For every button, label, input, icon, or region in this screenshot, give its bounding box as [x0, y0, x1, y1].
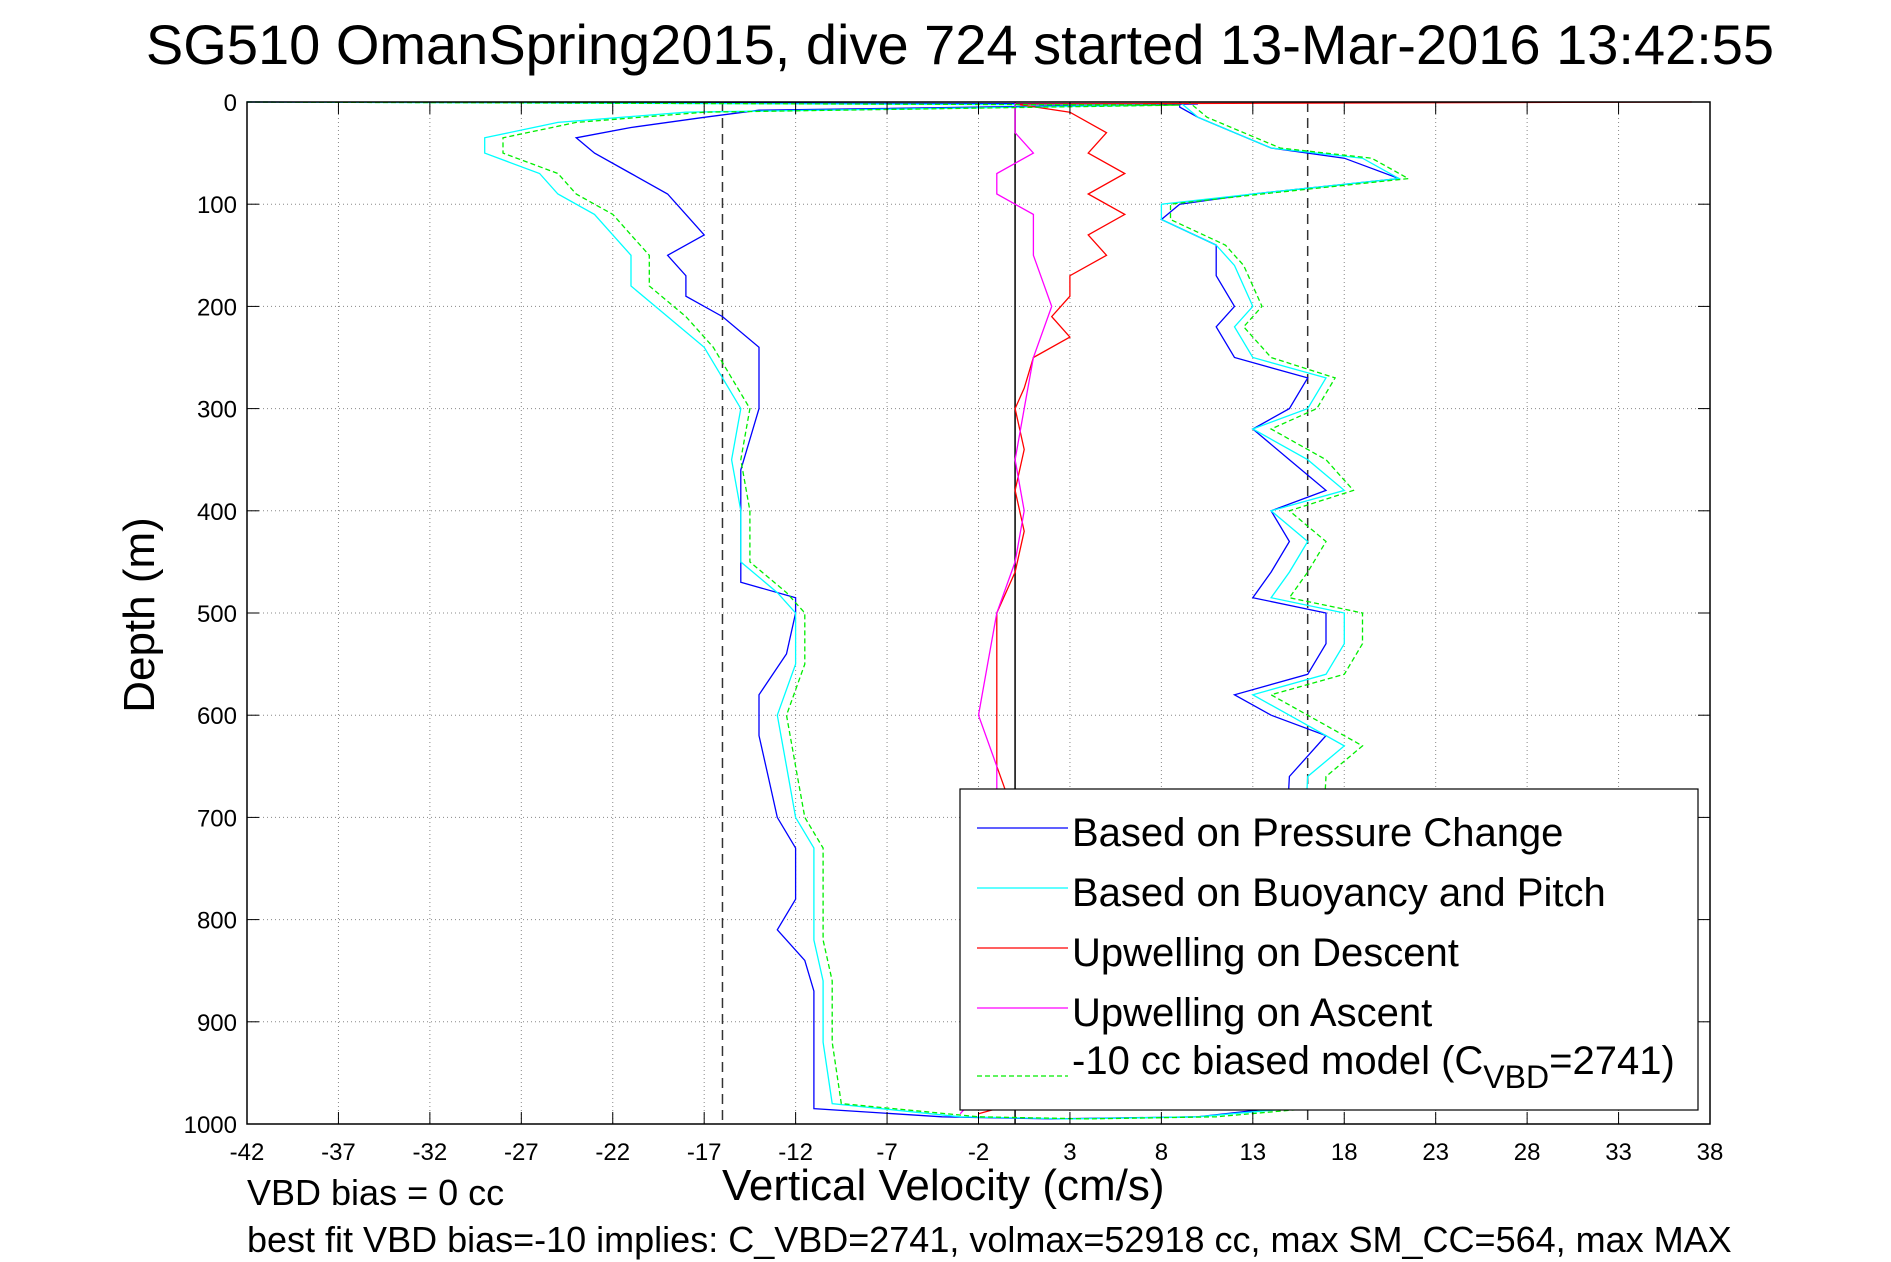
x-tick-label: -22: [595, 1139, 630, 1166]
legend-label-text: -10 cc biased model (C: [1072, 1039, 1483, 1083]
x-tick-label: 3: [1063, 1139, 1076, 1166]
y-tick-label: 400: [197, 499, 237, 526]
y-tick-label: 100: [197, 192, 237, 219]
x-axis: -42 -37 -32 -27 -22 -17 -12 -7 -2 3 8 13 18 23 28 33 38: [230, 102, 1724, 1166]
x-tick-label: -2: [968, 1139, 989, 1166]
legend-label-text: Upwelling on Ascent: [1072, 991, 1432, 1035]
y-tick-label: 700: [197, 805, 237, 832]
x-tick-label: -27: [504, 1139, 539, 1166]
vbd-bias-note: VBD bias = 0 cc: [247, 1172, 504, 1213]
legend-label: -10 cc biased model (CVBD=2741): [1072, 1039, 1675, 1095]
series-line-upwelling-on-descent: [978, 101, 1692, 1115]
series-line-based-on-pressure-change: [246, 101, 1400, 1120]
x-axis-label: Vertical Velocity (cm/s): [722, 1161, 1165, 1210]
chart-title: SG510 OmanSpring2015, dive 724 started 1…: [146, 13, 1774, 76]
legend-label-text: Upwelling on Descent: [1072, 931, 1459, 975]
x-tick-label: 8: [1155, 1139, 1168, 1166]
x-tick-label: 18: [1331, 1139, 1358, 1166]
x-tick-label: -32: [413, 1139, 448, 1166]
x-tick-label: 13: [1239, 1139, 1266, 1166]
x-tick-label: -42: [230, 1139, 265, 1166]
x-tick-label: -12: [778, 1139, 813, 1166]
legend-label-tail: =2741): [1549, 1039, 1675, 1083]
y-axis-label: Depth (m): [115, 517, 164, 713]
x-tick-label: -17: [687, 1139, 722, 1166]
legend: Based on Pressure Change Based on Buoyanc…: [959, 788, 1699, 1111]
x-tick-label: 38: [1697, 1139, 1724, 1166]
legend-label: Upwelling on Descent: [1072, 931, 1459, 975]
best-fit-note: best fit VBD bias=-10 implies: C_VBD=274…: [247, 1219, 1732, 1260]
y-tick-label: 300: [197, 397, 237, 424]
y-tick-label: 800: [197, 908, 237, 935]
legend-label-subscript: VBD: [1483, 1059, 1549, 1095]
x-tick-label: 23: [1422, 1139, 1449, 1166]
x-tick-label: -7: [876, 1139, 897, 1166]
legend-box: [959, 788, 1699, 1111]
y-axis: 0 100 200 300 400 500 600 700 800 900 1000: [184, 90, 1710, 1139]
legend-label-text: Based on Pressure Change: [1072, 811, 1563, 855]
x-tick-label: 33: [1605, 1139, 1632, 1166]
series-line-10-cc-biased-model: [246, 101, 1411, 1120]
y-tick-label: 900: [197, 1010, 237, 1037]
legend-label: Based on Pressure Change: [1072, 811, 1563, 855]
legend-label-text: Based on Buoyancy and Pitch: [1072, 871, 1606, 915]
x-tick-label: -37: [321, 1139, 356, 1166]
legend-label: Upwelling on Ascent: [1072, 991, 1432, 1035]
legend-label: Based on Buoyancy and Pitch: [1072, 871, 1606, 915]
y-tick-label: 1000: [184, 1112, 237, 1139]
y-tick-label: 600: [197, 703, 237, 730]
x-tick-label: 28: [1514, 1139, 1541, 1166]
y-tick-label: 0: [224, 90, 237, 117]
y-tick-label: 200: [197, 294, 237, 321]
y-tick-label: 500: [197, 601, 237, 628]
